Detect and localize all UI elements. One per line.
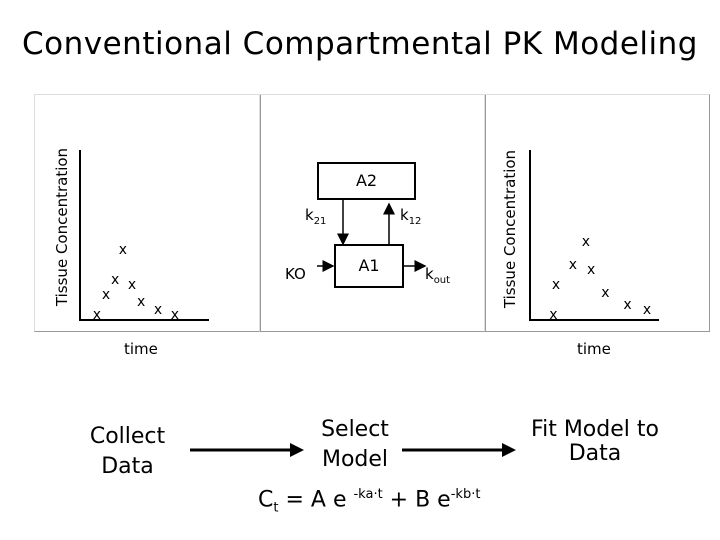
left-plot-point: x	[170, 307, 180, 323]
rate-ko: KO	[285, 265, 306, 283]
right-plot-y-axis	[529, 150, 531, 320]
right-plot-point: x	[586, 262, 596, 278]
arrow-select-to-fit	[402, 443, 516, 457]
left-plot-xlabel: time	[124, 340, 158, 358]
right-plot-point: x	[551, 277, 561, 293]
model-arrows	[317, 199, 427, 272]
left-plot-point: x	[118, 242, 128, 258]
right-plot-point: x	[568, 257, 578, 273]
left-plot-x-axis	[79, 319, 209, 321]
left-plot-point: x	[92, 307, 102, 323]
left-plot-point: x	[110, 272, 120, 288]
right-plot-point: x	[642, 302, 652, 318]
rate-kout: kout	[425, 265, 451, 286]
right-plot-point: x	[549, 307, 558, 323]
left-plot-panel	[34, 94, 261, 332]
left-plot-point: x	[127, 277, 137, 293]
left-plot-y-axis	[79, 150, 81, 320]
right-plot-x-axis	[529, 319, 659, 321]
arrow-collect-to-select	[190, 443, 304, 457]
step-collect-data: Collect Data	[89, 424, 166, 479]
right-plot-panel	[484, 94, 710, 332]
right-plot-xlabel: time	[577, 340, 611, 358]
model-equation: Ct = A e -ka·t + B e-kb·t	[258, 487, 481, 516]
compartment-a1: A1	[334, 244, 404, 288]
page-title: Conventional Compartmental PK Modeling	[22, 26, 698, 62]
right-plot-point: x	[581, 234, 591, 250]
rate-k12: k12	[400, 206, 422, 227]
left-plot-point: x	[136, 294, 146, 310]
right-plot-point: x	[623, 297, 632, 313]
left-plot-point: x	[101, 287, 111, 303]
rate-k21: k21	[305, 206, 327, 227]
compartment-a2: A2	[317, 162, 416, 200]
step-fit-model: Fit Model to Data	[531, 417, 659, 466]
step-select-model: Select Model	[321, 417, 389, 472]
left-plot-point: x	[153, 302, 163, 318]
model-panel	[259, 94, 486, 332]
right-plot-point: x	[601, 285, 610, 301]
